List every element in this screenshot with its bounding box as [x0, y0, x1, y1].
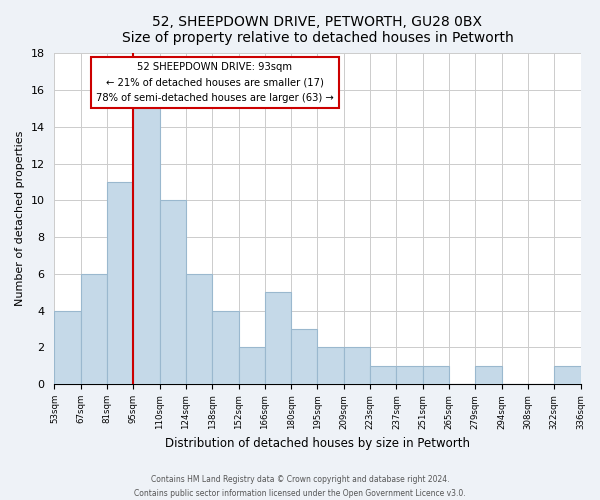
- X-axis label: Distribution of detached houses by size in Petworth: Distribution of detached houses by size …: [165, 437, 470, 450]
- Bar: [370, 366, 397, 384]
- Bar: [554, 366, 581, 384]
- Bar: [265, 292, 291, 384]
- Bar: [186, 274, 212, 384]
- Y-axis label: Number of detached properties: Number of detached properties: [15, 131, 25, 306]
- Bar: [133, 108, 160, 384]
- Bar: [422, 366, 449, 384]
- Bar: [239, 348, 265, 384]
- Text: Contains HM Land Registry data © Crown copyright and database right 2024.
Contai: Contains HM Land Registry data © Crown c…: [134, 476, 466, 498]
- Text: 52 SHEEPDOWN DRIVE: 93sqm
← 21% of detached houses are smaller (17)
78% of semi-: 52 SHEEPDOWN DRIVE: 93sqm ← 21% of detac…: [96, 62, 334, 103]
- Bar: [212, 310, 239, 384]
- Bar: [291, 329, 317, 384]
- Bar: [317, 348, 344, 384]
- Bar: [55, 310, 81, 384]
- Bar: [475, 366, 502, 384]
- Bar: [344, 348, 370, 384]
- Bar: [81, 274, 107, 384]
- Bar: [107, 182, 133, 384]
- Bar: [397, 366, 422, 384]
- Bar: [160, 200, 186, 384]
- Title: 52, SHEEPDOWN DRIVE, PETWORTH, GU28 0BX
Size of property relative to detached ho: 52, SHEEPDOWN DRIVE, PETWORTH, GU28 0BX …: [122, 15, 514, 45]
